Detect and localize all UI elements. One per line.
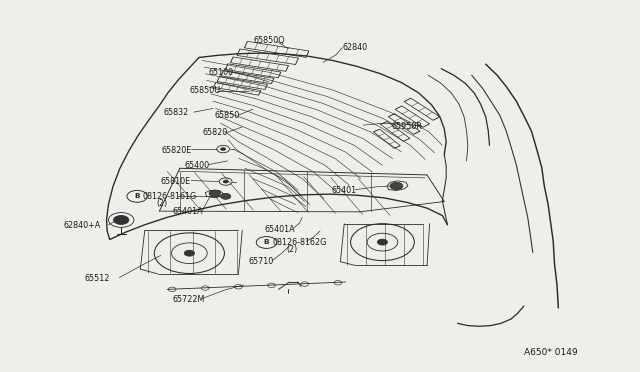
- Text: 65810E: 65810E: [161, 177, 191, 186]
- Text: 65850: 65850: [215, 110, 240, 120]
- Text: 65820: 65820: [202, 128, 227, 137]
- Text: B: B: [134, 193, 140, 199]
- Text: 65400: 65400: [185, 161, 210, 170]
- Text: 65850Q: 65850Q: [253, 36, 285, 45]
- Text: (2): (2): [156, 199, 168, 208]
- Circle shape: [113, 215, 129, 224]
- Text: 65401A: 65401A: [264, 225, 295, 234]
- Text: 62840+A: 62840+A: [64, 221, 101, 230]
- Text: 65722M: 65722M: [172, 295, 205, 304]
- Text: 65401A: 65401A: [172, 207, 203, 217]
- Circle shape: [221, 148, 226, 151]
- Circle shape: [184, 250, 195, 256]
- Text: 65950R: 65950R: [392, 122, 422, 131]
- Text: 62840: 62840: [342, 43, 367, 52]
- Circle shape: [221, 193, 231, 199]
- Text: 65710: 65710: [248, 257, 274, 266]
- Text: 65401: 65401: [332, 186, 356, 195]
- Text: 08126-8161G: 08126-8161G: [143, 192, 197, 201]
- Text: 65832: 65832: [164, 108, 189, 117]
- Text: B: B: [264, 240, 269, 246]
- Text: 65512: 65512: [84, 274, 109, 283]
- Circle shape: [390, 182, 403, 190]
- Circle shape: [223, 180, 228, 183]
- Text: 65100: 65100: [209, 68, 234, 77]
- Text: A650* 0149: A650* 0149: [524, 347, 577, 357]
- Circle shape: [378, 239, 388, 245]
- Text: (2): (2): [287, 246, 298, 254]
- Text: 08126-8162G: 08126-8162G: [272, 238, 326, 247]
- Text: 65820E: 65820E: [162, 147, 192, 155]
- Text: 65850U: 65850U: [189, 86, 221, 95]
- Circle shape: [209, 190, 221, 197]
